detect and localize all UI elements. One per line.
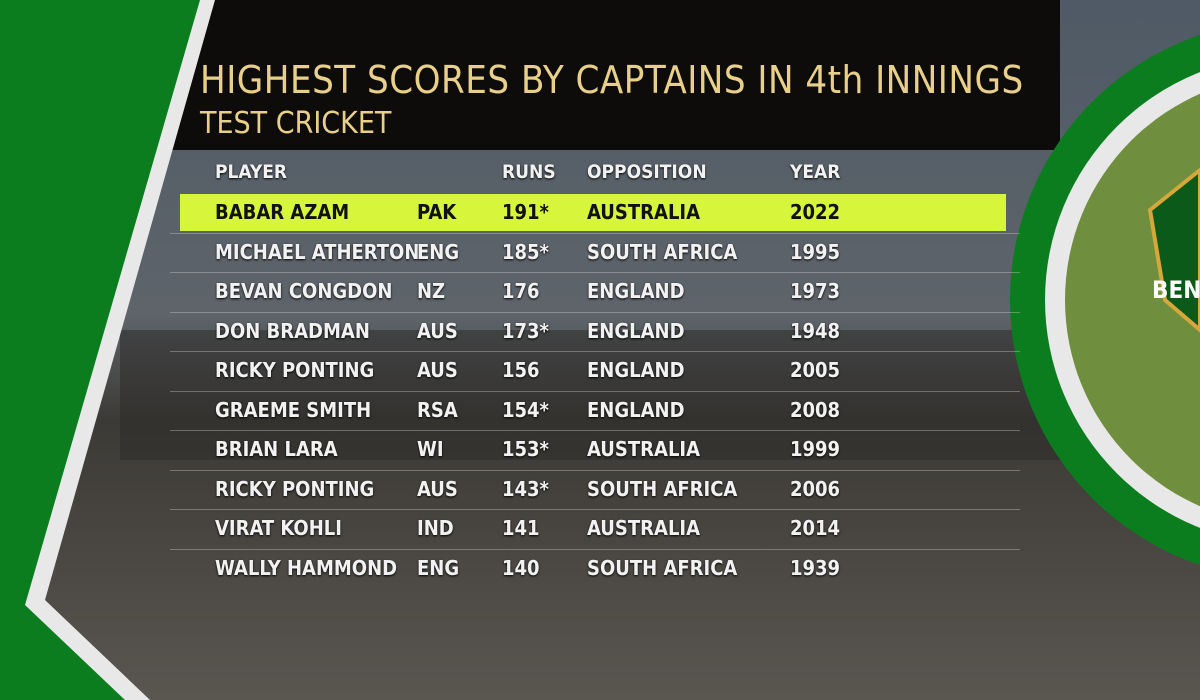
table-cell: ENGLAND [587, 279, 685, 303]
table-cell: BRIAN LARA [215, 437, 338, 461]
table-cell: SOUTH AFRICA [587, 239, 738, 264]
table-cell: AUSTRALIA [587, 516, 701, 540]
table-cell: 173* [502, 318, 549, 343]
table-cell: AUS [417, 358, 458, 382]
table-cell: 1948 [790, 318, 841, 343]
row-divider [170, 311, 1020, 313]
table-cell: RICKY PONTING [215, 476, 375, 501]
row-divider [170, 272, 1020, 273]
row-divider [170, 232, 1020, 234]
title-band [168, 0, 1060, 150]
row-highlight [180, 194, 1006, 231]
table-cell: 1999 [790, 437, 841, 461]
row-divider [170, 430, 1020, 431]
table-cell: WI [417, 437, 444, 461]
title: HIGHEST SCORES BY CAPTAINS IN 4th INNING… [200, 58, 1024, 102]
column-header: RUNS [502, 161, 556, 183]
table-cell: 1973 [790, 279, 841, 303]
table-cell: AUS [417, 318, 458, 343]
table-cell: 2014 [790, 516, 841, 540]
table-cell: WALLY HAMMOND [215, 555, 398, 580]
table-cell: 156 [502, 358, 540, 382]
table-cell: ENGLAND [587, 318, 685, 343]
table-cell: ENG [417, 555, 460, 580]
table-cell: VIRAT KOHLI [215, 516, 342, 540]
table-cell: AUS [417, 476, 458, 501]
table-cell: 154* [502, 397, 549, 422]
table-cell: BEVAN CONGDON [215, 279, 393, 303]
table-cell: AUSTRALIA [587, 200, 701, 224]
table-cell: DON BRADMAN [215, 318, 370, 343]
table-cell: 1995 [790, 239, 841, 264]
table-cell: AUSTRALIA [587, 437, 701, 461]
table-cell: SOUTH AFRICA [587, 476, 738, 501]
table-cell: 143* [502, 476, 549, 501]
table-cell: 2008 [790, 397, 841, 422]
table-cell: MICHAEL ATHERTON [215, 239, 420, 264]
column-header: PLAYER [215, 161, 288, 183]
table-cell: SOUTH AFRICA [587, 555, 738, 580]
row-divider [170, 390, 1020, 392]
table-cell: ENGLAND [587, 358, 685, 382]
table-cell: 2005 [790, 358, 841, 382]
row-divider [170, 509, 1020, 510]
table-cell: 2022 [790, 200, 841, 224]
row-divider [170, 548, 1020, 550]
table-cell: ENG [417, 239, 460, 264]
table-cell: RICKY PONTING [215, 358, 375, 382]
table-cell: GRAEME SMITH [215, 397, 372, 422]
table-cell: NZ [417, 279, 446, 303]
table-cell: 176 [502, 279, 540, 303]
table-cell: 1939 [790, 555, 841, 580]
table-cell: 141 [502, 516, 540, 540]
table-cell: 153* [502, 437, 549, 461]
table-cell: IND [417, 516, 454, 540]
subtitle: TEST CRICKET [200, 106, 392, 141]
table-cell: 185* [502, 239, 549, 264]
column-header: OPPOSITION [587, 161, 707, 183]
row-divider [170, 469, 1020, 471]
table-cell: PAK [417, 200, 457, 224]
table-cell: 140 [502, 555, 540, 580]
table-cell: BABAR AZAM [215, 200, 350, 224]
column-header: YEAR [790, 161, 841, 183]
logo-text: BEN [1152, 276, 1200, 304]
row-divider [170, 351, 1020, 352]
table-cell: 2006 [790, 476, 841, 501]
stands [120, 330, 1080, 460]
table-cell: RSA [417, 397, 458, 422]
logo-shield [1147, 167, 1200, 333]
table-cell: 191* [502, 200, 549, 224]
table-cell: ENGLAND [587, 397, 685, 422]
